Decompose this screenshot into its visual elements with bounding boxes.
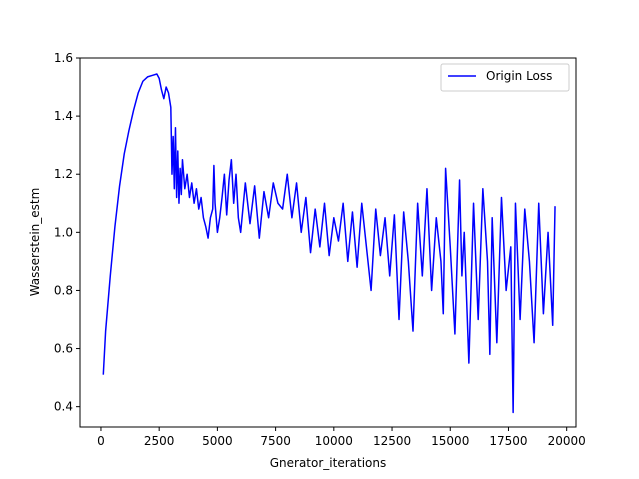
y-tick-label: 1.0 [54,225,73,239]
x-tick-label: 10000 [315,434,353,448]
y-tick-label: 1.6 [54,51,73,65]
plot-frame [79,57,577,428]
x-axis-ticks: 0 2500 5000 7500 10000 12500 15000 17500 20000 [97,427,586,448]
x-tick-label: 15000 [431,434,469,448]
y-tick-label: 0.8 [54,283,73,297]
x-tick-label: 0 [97,434,105,448]
y-axis-ticks: 0.4 0.6 0.8 1.0 1.2 1.4 1.6 [54,51,80,414]
x-tick-label: 2500 [144,434,175,448]
y-tick-label: 0.4 [54,400,73,414]
legend-entry-origin-loss: Origin Loss [486,69,552,83]
x-tick-label: 12500 [373,434,411,448]
x-tick-label: 7500 [260,434,291,448]
y-axis-label: Wasserstein_estm [28,188,42,297]
x-tick-label: 5000 [202,434,233,448]
legend: Origin Loss [440,63,570,92]
plot-area [102,73,556,414]
y-tick-label: 0.6 [54,342,73,356]
y-tick-label: 1.2 [54,167,73,181]
y-tick-label: 1.4 [54,109,73,123]
x-tick-label: 20000 [548,434,586,448]
legend-box [440,63,570,92]
x-tick-label: 17500 [489,434,527,448]
x-axis-label: Gnerator_iterations [270,456,387,470]
series-line-origin-loss [102,73,556,414]
